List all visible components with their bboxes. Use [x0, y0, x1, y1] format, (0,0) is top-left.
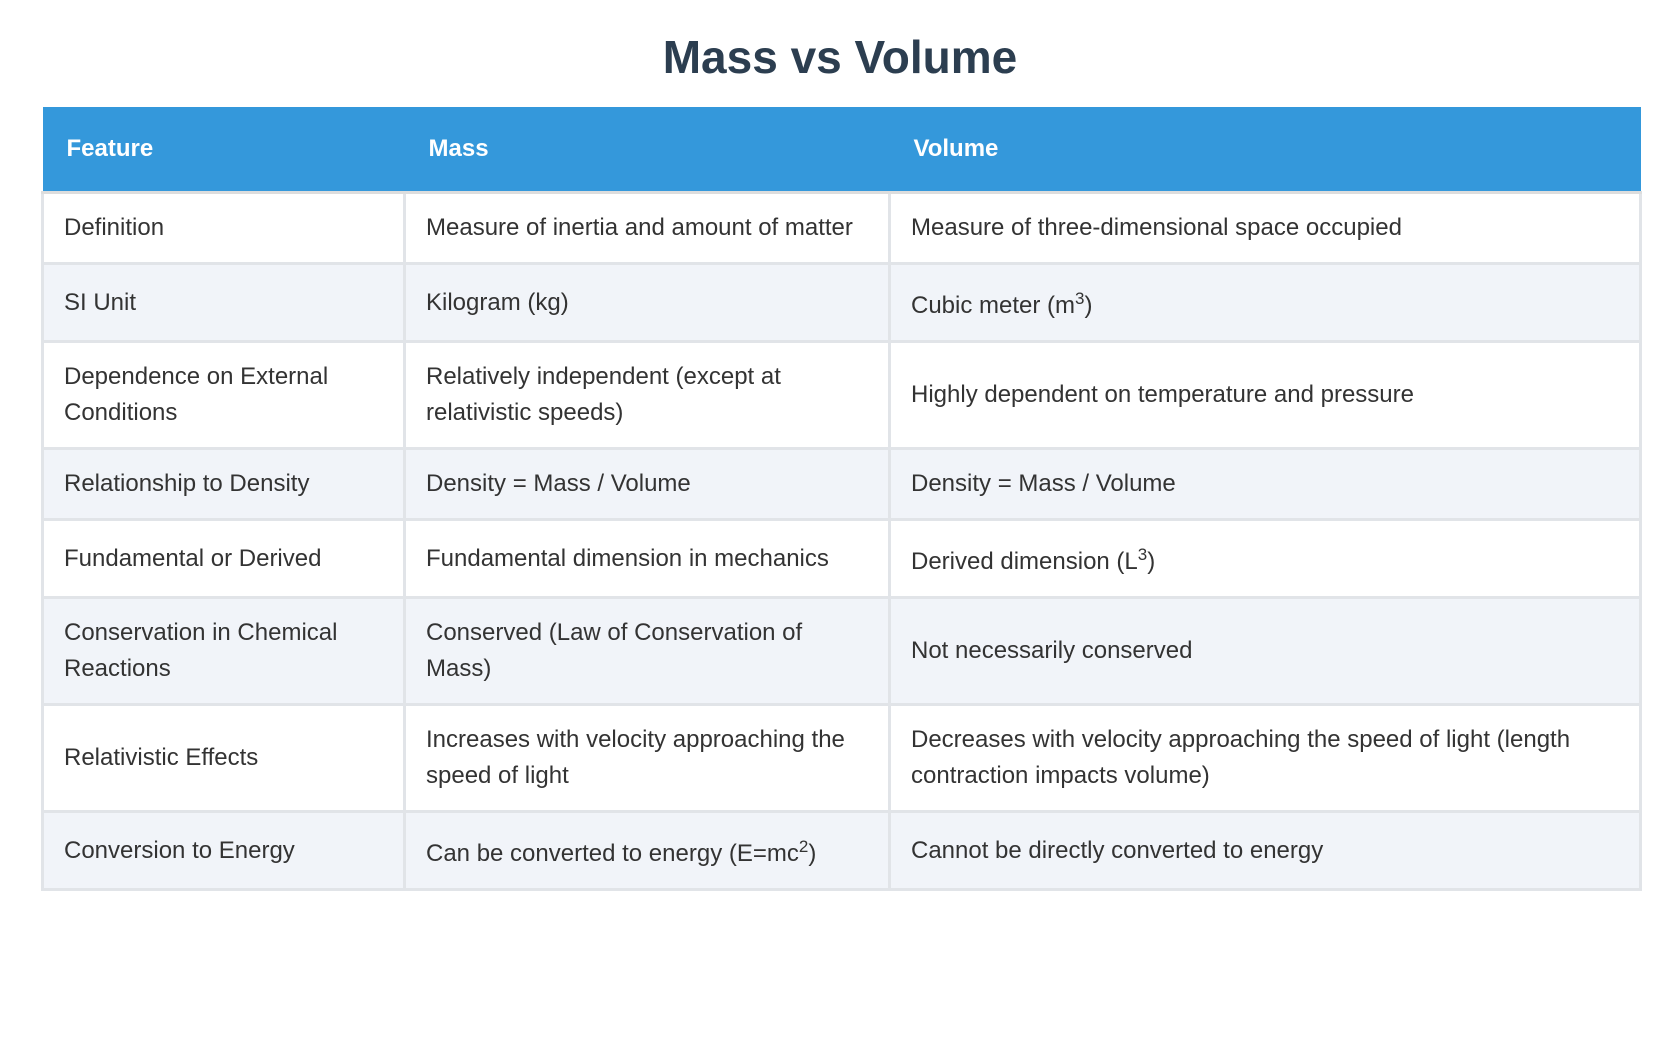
header-cell: Volume [889, 107, 1641, 194]
table-cell: Conservation in Chemical Reactions [41, 596, 406, 706]
table-cell: Kilogram (kg) [403, 262, 891, 343]
superscript: 3 [1137, 545, 1148, 564]
table-row: Dependence on External Conditions Relativ… [41, 340, 1642, 450]
table-cell: Relationship to Density [41, 447, 406, 521]
title: Mass vs Volume [662, 31, 1018, 83]
cell-text: ) [808, 840, 817, 867]
table-cell: Fundamental or Derived [41, 518, 406, 599]
table-cell: Measure of inertia and amount of matter [403, 191, 891, 265]
table-body: Definition Measure of inertia and amount … [41, 191, 1642, 891]
table-cell: Measure of three-dimensional space occup… [888, 191, 1642, 265]
table-cell: Increases with velocity approaching the … [403, 703, 891, 813]
cell-text: Can be converted to energy (E=mc [426, 840, 799, 867]
header-cell: Feature [42, 107, 405, 194]
table-header: Feature Mass Volume [42, 107, 1641, 194]
cell-text: ) [1147, 548, 1156, 575]
table-cell: Not necessarily conserved [888, 596, 1642, 706]
table-row: Relativistic Effects Increases with veloc… [41, 703, 1642, 813]
cell-text: Derived dimension (L [911, 548, 1138, 575]
table-row: Fundamental or Derived Fundamental dimens… [41, 518, 1642, 599]
cell-text: ) [1084, 292, 1093, 319]
table-cell: Conserved (Law of Conservation of Mass) [403, 596, 891, 706]
table-cell: Decreases with velocity approaching the … [888, 703, 1642, 813]
comparison-table: Feature Mass Volume Definition Measure of i… [41, 107, 1642, 891]
table-cell: Density = Mass / Volume [403, 447, 891, 521]
table-cell: Relatively independent (except at relati… [403, 340, 891, 450]
table-row: Relationship to Density Density = Mass / … [41, 447, 1642, 521]
cell-text: Cubic meter (m [911, 292, 1076, 319]
table-cell: Highly dependent on temperature and pres… [888, 340, 1642, 450]
table-cell: Dependence on External Conditions [41, 340, 406, 450]
table-cell: Derived dimension (L3) [888, 518, 1642, 599]
table-cell: Relativistic Effects [41, 703, 406, 813]
header-row: Feature Mass Volume [42, 107, 1641, 194]
table-cell: SI Unit [41, 262, 406, 343]
superscript: 3 [1075, 289, 1085, 308]
table-row: Conversion to Energy Can be converted to … [41, 810, 1642, 891]
table-cell: Conversion to Energy [41, 810, 406, 891]
table-row: Definition Measure of inertia and amount … [41, 191, 1642, 265]
table-cell: Definition [41, 191, 406, 265]
table-cell: Density = Mass / Volume [888, 447, 1642, 521]
table-cell: Cubic meter (m3) [888, 262, 1642, 343]
header-cell: Mass [404, 107, 890, 194]
table-row: Conservation in Chemical Reactions Conser… [41, 596, 1642, 706]
table-cell: Fundamental dimension in mechanics [403, 518, 891, 599]
superscript: 2 [798, 837, 809, 856]
table-row: SI Unit Kilogram (kg) Cubic meter (m3) [41, 262, 1642, 343]
table-cell: Can be converted to energy (E=mc2) [403, 810, 891, 891]
table-cell: Cannot be directly converted to energy [888, 810, 1642, 891]
